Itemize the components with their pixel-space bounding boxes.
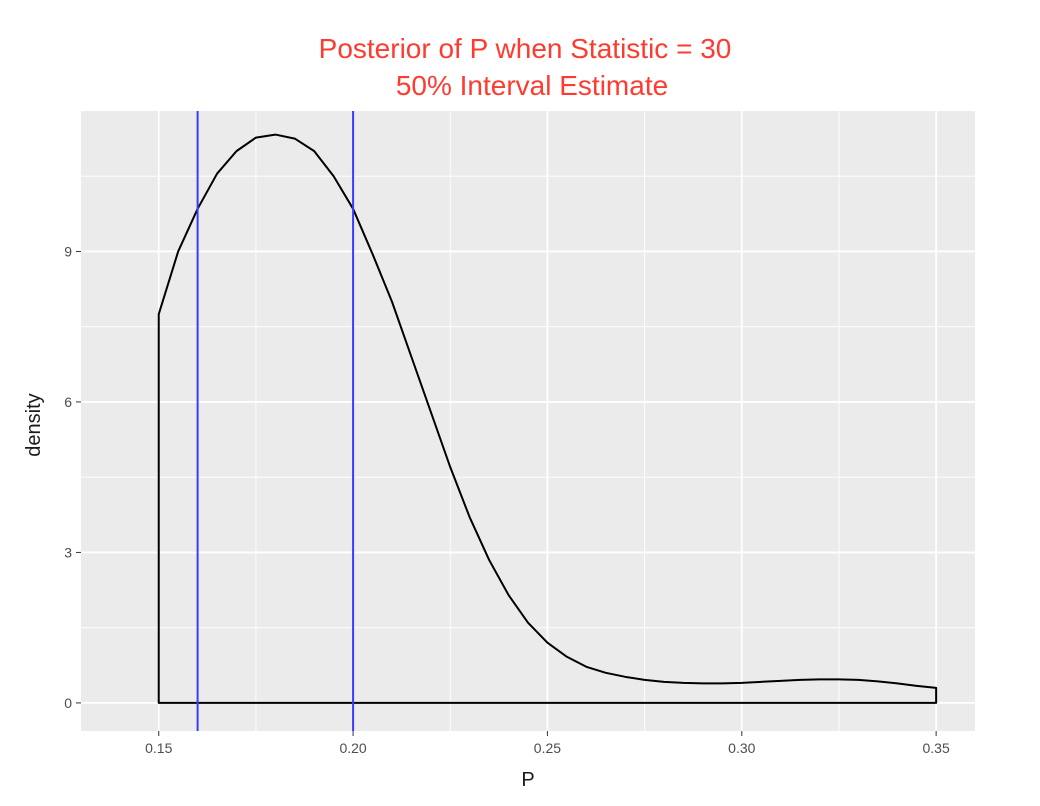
y-tick-label: 3 <box>64 544 72 560</box>
x-tick-label: 0.15 <box>145 740 172 756</box>
x-axis-title: P <box>521 769 534 791</box>
x-tick-label: 0.20 <box>339 740 366 756</box>
x-tick-label: 0.30 <box>728 740 755 756</box>
x-tick-label: 0.35 <box>923 740 950 756</box>
chart-title-line-2: 50% Interval Estimate <box>396 70 668 101</box>
plot-panel <box>81 111 975 731</box>
density-curve <box>157 133 938 704</box>
chart-title-line-1: Posterior of P when Statistic = 30 <box>319 33 732 64</box>
x-tick-label: 0.25 <box>534 740 561 756</box>
y-tick-label: 9 <box>64 243 72 259</box>
y-axis-title: density <box>23 393 45 456</box>
plot-area: 0.15 0.20 0.25 0.30 0.35 0 3 6 9 <box>64 111 975 756</box>
y-tick-label: 0 <box>64 695 72 711</box>
y-tick-label: 6 <box>64 394 72 410</box>
